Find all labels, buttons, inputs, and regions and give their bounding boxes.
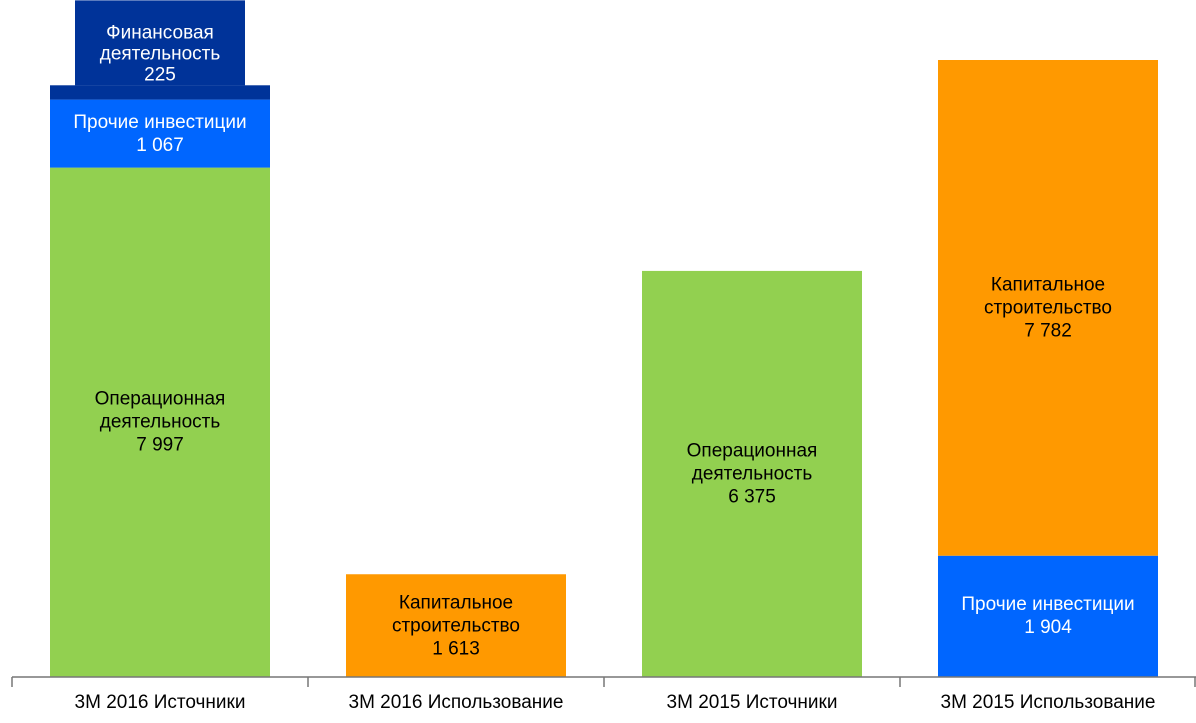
segment-name: Финансовая деятельность — [99, 22, 221, 65]
segment-value: 225 — [144, 64, 176, 86]
bar-segment — [50, 99, 270, 168]
segment-value: 6 375 — [728, 486, 776, 508]
x-tick-label: 3M 2016 Использование — [349, 692, 564, 713]
bar-segment — [50, 85, 270, 100]
bar-segment — [938, 60, 1158, 556]
segment-label: Операционная деятельность 7 997 — [50, 388, 270, 457]
segment-label: Прочие инвестиции 1 904 — [938, 593, 1158, 639]
x-tick-label: 3M 2016 Источники — [75, 692, 246, 713]
segment-label: Капитальное строительство 1 613 — [346, 591, 566, 660]
bar-segment — [938, 555, 1158, 677]
segment-name: Операционная деятельность — [686, 440, 818, 485]
segment-value: 1 067 — [136, 134, 184, 156]
segment-name: Прочие инвестиции — [961, 594, 1135, 616]
segment-label: Прочие инвестиции 1 067 — [50, 111, 270, 157]
segment-value: 1 613 — [432, 638, 480, 660]
segment-label: Финансовая деятельность 225 — [75, 0, 245, 86]
x-tick-label: 3M 2015 Источники — [667, 692, 838, 713]
segment-value: 1 904 — [1024, 617, 1072, 639]
segment-value: 7 997 — [136, 434, 184, 456]
segment-name: Капитальное строительство — [391, 592, 520, 637]
segment-label: Капитальное строительство 7 782 — [938, 273, 1158, 342]
bar-segment — [50, 167, 270, 678]
segment-name: Прочие инвестиции — [73, 111, 247, 133]
segment-name: Капитальное строительство — [983, 274, 1112, 319]
segment-label: Операционная деятельность 6 375 — [642, 439, 862, 508]
x-tick-label: 3M 2015 Использование — [941, 692, 1156, 713]
segment-value: 7 782 — [1024, 320, 1072, 342]
segment-name: Операционная деятельность — [94, 388, 226, 433]
bar-segment — [642, 270, 862, 677]
bar-segment — [346, 574, 566, 677]
